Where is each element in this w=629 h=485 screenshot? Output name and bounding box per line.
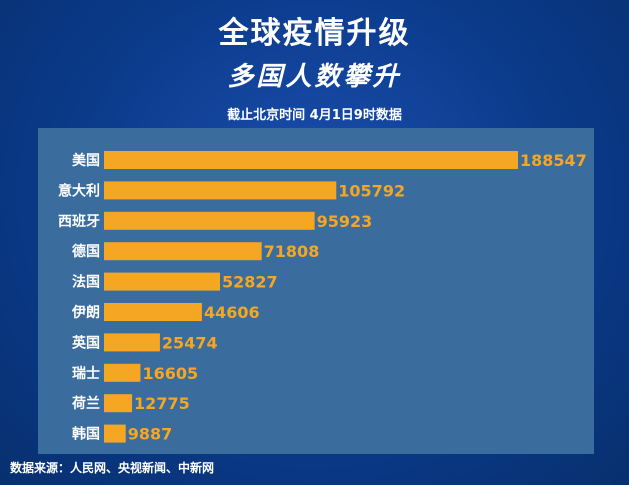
category-label: 意大利 [58, 182, 100, 199]
bar-6 [104, 303, 202, 321]
page-subtitle: 多国人数攀升 [227, 62, 402, 92]
category-label: 伊朗 [71, 304, 100, 321]
value-label: 71808 [264, 242, 320, 261]
value-label: 52827 [222, 273, 278, 292]
category-label: 荷兰 [71, 395, 100, 412]
value-label: 9887 [128, 425, 173, 444]
bar-3 [104, 211, 315, 230]
bar-7 [104, 333, 160, 352]
category-label: 瑞士 [72, 365, 100, 382]
page-title: 全球疫情升级 [218, 16, 411, 51]
value-label: 25474 [162, 333, 218, 352]
bar-4 [104, 242, 262, 261]
category-label: 美国 [72, 152, 100, 169]
chart-panel: 美国 188547 意大利 105792 西班牙 95923 德国 71808 法国 52827 伊… [38, 128, 594, 454]
bar-1 [104, 151, 518, 169]
bar-chart: 美国 188547 意大利 105792 西班牙 95923 德国 71808 法国 52827 伊… [58, 151, 587, 444]
bar-10 [104, 424, 126, 443]
data-source: 数据来源：人民网、央视新闻、中新网 [10, 461, 215, 475]
bar-8 [104, 363, 141, 382]
data-timestamp-note: 截止北京时间 4月1日9时数据 [227, 108, 402, 123]
bar-2 [104, 181, 337, 200]
value-label: 105792 [338, 181, 405, 200]
category-label: 西班牙 [58, 213, 100, 230]
value-label: 12775 [134, 394, 190, 413]
category-label: 韩国 [72, 426, 100, 443]
value-label: 95923 [317, 212, 373, 231]
value-label: 188547 [520, 151, 587, 170]
bar-9 [104, 394, 133, 413]
category-label: 法国 [72, 274, 100, 291]
category-label: 德国 [72, 243, 100, 260]
bar-5 [104, 272, 220, 291]
value-label: 16605 [142, 364, 198, 383]
value-label: 44606 [204, 303, 260, 322]
category-label: 英国 [71, 334, 100, 351]
